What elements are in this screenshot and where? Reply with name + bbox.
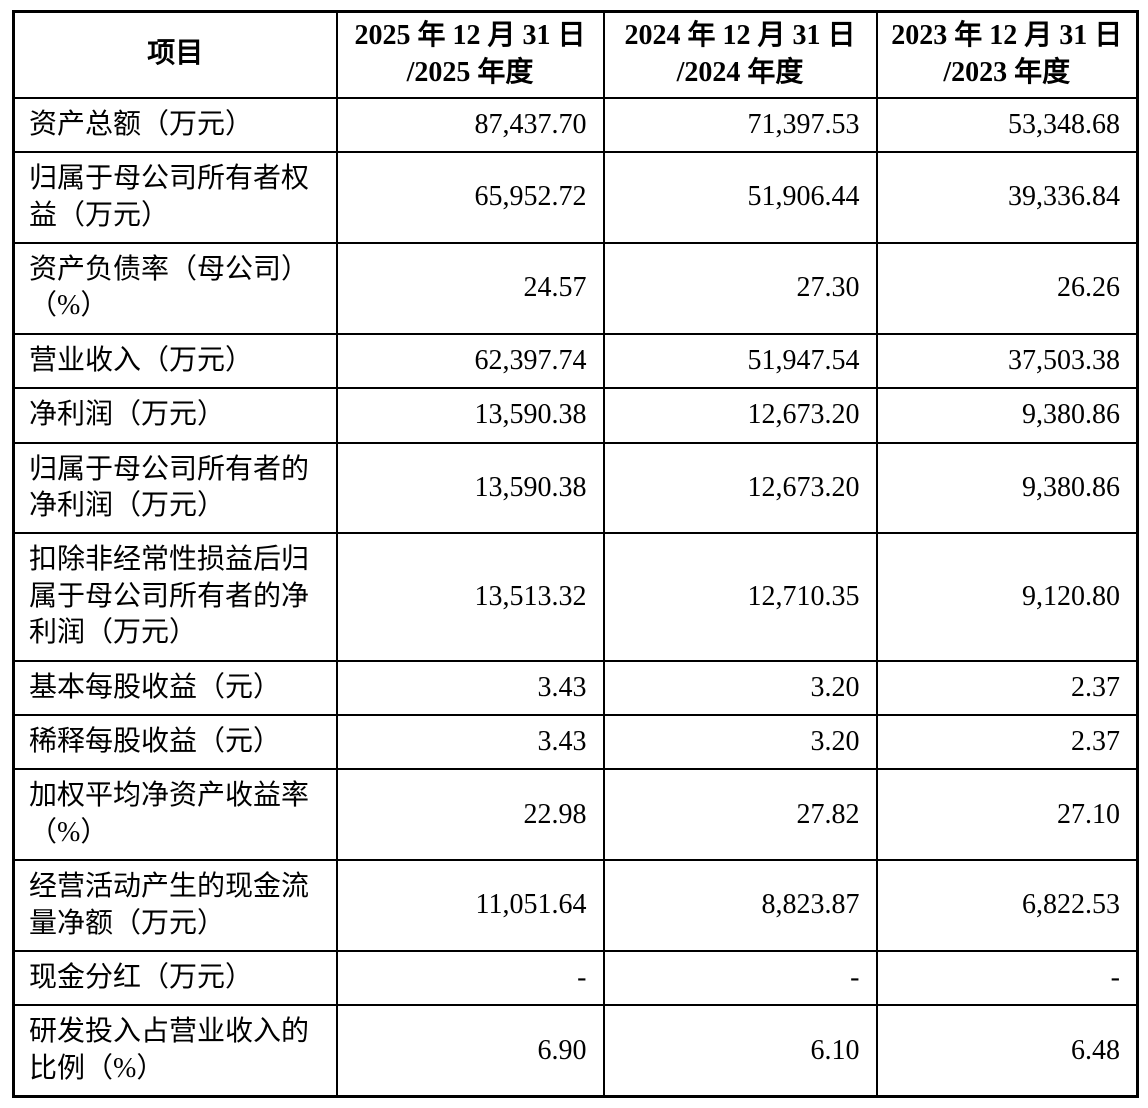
header-item: 项目 [12, 10, 338, 99]
row-value-2024: 51,947.54 [602, 332, 878, 390]
row-value-2024: 71,397.53 [602, 96, 878, 154]
row-value-2024: 12,710.35 [602, 532, 878, 662]
header-row: 项目 2025 年 12 月 31 日 /2025 年度 2024 年 12 月… [12, 10, 1139, 99]
row-value-2025: 13,590.38 [335, 387, 605, 444]
row-label: 研发投入占营业收入的 比例（%） [12, 1004, 338, 1098]
table-row: 基本每股收益（元） 3.43 3.20 2.37 [12, 659, 1139, 716]
row-label: 营业收入（万元） [12, 332, 338, 390]
row-value-2023: 6,822.53 [875, 859, 1139, 952]
row-value-2024: 51,906.44 [602, 151, 878, 245]
row-label: 扣除非经常性损益后归 属于母公司所有者的净 利润（万元） [12, 532, 338, 662]
row-label: 基本每股收益（元） [12, 659, 338, 716]
row-value-2025: 13,513.32 [335, 532, 605, 662]
table-row: 稀释每股收益（元） 3.43 3.20 2.37 [12, 713, 1139, 771]
table-body: 资产总额（万元） 87,437.70 71,397.53 53,348.68 归… [12, 96, 1139, 1098]
header-period-2025: 2025 年 12 月 31 日 /2025 年度 [335, 10, 605, 99]
row-value-2024: 8,823.87 [602, 859, 878, 952]
row-value-2025: 6.90 [335, 1004, 605, 1098]
table-row: 归属于母公司所有者权 益（万元） 65,952.72 51,906.44 39,… [12, 151, 1139, 245]
table-row: 营业收入（万元） 62,397.74 51,947.54 37,503.38 [12, 332, 1139, 390]
row-value-2023: 9,380.86 [875, 441, 1139, 535]
row-label: 现金分红（万元） [12, 949, 338, 1007]
table-row: 净利润（万元） 13,590.38 12,673.20 9,380.86 [12, 387, 1139, 444]
table-row: 加权平均净资产收益率 （%） 22.98 27.82 27.10 [12, 768, 1139, 862]
row-value-2023: 27.10 [875, 768, 1139, 862]
row-value-2025: - [335, 949, 605, 1007]
row-label: 资产总额（万元） [12, 96, 338, 154]
table-row: 现金分红（万元） - - - [12, 949, 1139, 1007]
row-value-2023: 6.48 [875, 1004, 1139, 1098]
row-value-2023: 39,336.84 [875, 151, 1139, 245]
row-value-2025: 65,952.72 [335, 151, 605, 245]
row-value-2023: 53,348.68 [875, 96, 1139, 154]
table-row: 扣除非经常性损益后归 属于母公司所有者的净 利润（万元） 13,513.32 1… [12, 532, 1139, 662]
row-value-2023: 37,503.38 [875, 332, 1139, 390]
table-row: 归属于母公司所有者的 净利润（万元） 13,590.38 12,673.20 9… [12, 441, 1139, 535]
row-label: 稀释每股收益（元） [12, 713, 338, 771]
row-value-2024: 12,673.20 [602, 387, 878, 444]
row-value-2023: 2.37 [875, 713, 1139, 771]
financial-summary-table: 项目 2025 年 12 月 31 日 /2025 年度 2024 年 12 月… [12, 10, 1139, 1099]
table-row: 资产负债率（母公司） （%） 24.57 27.30 26.26 [12, 242, 1139, 335]
row-value-2023: - [875, 949, 1139, 1007]
row-label: 经营活动产生的现金流 量净额（万元） [12, 859, 338, 952]
row-value-2023: 9,380.86 [875, 387, 1139, 444]
row-value-2024: 27.82 [602, 768, 878, 862]
row-value-2024: - [602, 949, 878, 1007]
row-label: 加权平均净资产收益率 （%） [12, 768, 338, 862]
row-value-2023: 26.26 [875, 242, 1139, 335]
row-value-2025: 22.98 [335, 768, 605, 862]
row-value-2025: 87,437.70 [335, 96, 605, 154]
row-label: 归属于母公司所有者的 净利润（万元） [12, 441, 338, 535]
row-value-2025: 3.43 [335, 713, 605, 771]
row-value-2023: 2.37 [875, 659, 1139, 716]
row-value-2024: 12,673.20 [602, 441, 878, 535]
row-label: 净利润（万元） [12, 387, 338, 444]
row-value-2024: 3.20 [602, 713, 878, 771]
row-value-2025: 62,397.74 [335, 332, 605, 390]
row-value-2024: 6.10 [602, 1004, 878, 1098]
table-row: 资产总额（万元） 87,437.70 71,397.53 53,348.68 [12, 96, 1139, 154]
row-value-2025: 3.43 [335, 659, 605, 716]
header-period-2024: 2024 年 12 月 31 日 /2024 年度 [602, 10, 878, 99]
row-value-2025: 24.57 [335, 242, 605, 335]
row-value-2024: 27.30 [602, 242, 878, 335]
row-value-2023: 9,120.80 [875, 532, 1139, 662]
row-value-2025: 13,590.38 [335, 441, 605, 535]
row-value-2024: 3.20 [602, 659, 878, 716]
table-row: 经营活动产生的现金流 量净额（万元） 11,051.64 8,823.87 6,… [12, 859, 1139, 952]
row-value-2025: 11,051.64 [335, 859, 605, 952]
header-period-2023: 2023 年 12 月 31 日 /2023 年度 [875, 10, 1139, 99]
row-label: 归属于母公司所有者权 益（万元） [12, 151, 338, 245]
table-row: 研发投入占营业收入的 比例（%） 6.90 6.10 6.48 [12, 1004, 1139, 1098]
row-label: 资产负债率（母公司） （%） [12, 242, 338, 335]
